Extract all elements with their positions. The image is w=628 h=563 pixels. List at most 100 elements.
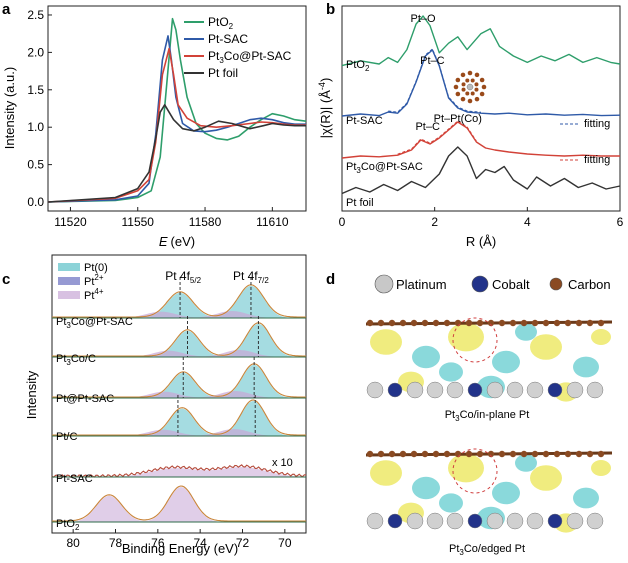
panel-b-letter: b xyxy=(326,1,335,18)
c-spectrum-fill xyxy=(52,285,306,318)
c-pt4-component xyxy=(52,350,306,357)
d-platinum-atom xyxy=(506,381,524,399)
d-platinum-atom xyxy=(586,381,604,399)
a-xtick-label: 11580 xyxy=(189,215,222,229)
d-carbon-atom xyxy=(443,450,451,458)
c-pt4-component xyxy=(52,311,306,318)
mol-carbon-atom xyxy=(461,82,466,87)
c-peak-label: Pt 4f7/2 xyxy=(233,269,269,285)
d-platinum-atom xyxy=(406,381,424,399)
d-charge-density-blob xyxy=(515,454,537,472)
mol-carbon-atom xyxy=(479,91,485,97)
panel-b-frame xyxy=(341,5,621,212)
caption-edged: Pt3Co/edged Pt xyxy=(449,543,525,557)
caption-in-plane: Pt3Co/in-plane Pt xyxy=(445,409,530,423)
d-carbon-atom xyxy=(597,319,605,327)
panel-c-ylabel: Intensity xyxy=(24,370,39,419)
c-xtick-label: 70 xyxy=(278,536,292,550)
c-legend-label: Pt2+ xyxy=(84,273,104,288)
a-xtick-label: 11550 xyxy=(121,215,154,229)
d-carbon-atom xyxy=(542,319,550,327)
b-xtick-label: 4 xyxy=(524,215,531,229)
d-carbon-atom xyxy=(454,319,462,327)
a-legend-label: Pt3Co@Pt-SAC xyxy=(208,49,292,65)
panel-c-frame xyxy=(51,254,307,534)
d-carbon-atom xyxy=(388,450,396,458)
b-peak-annotation: Pt–C xyxy=(415,121,440,133)
panel-a-letter: a xyxy=(2,1,11,18)
mol-carbon-atom xyxy=(455,77,461,83)
a-ytick-label: 2.5 xyxy=(27,8,44,22)
c-peak-label: Pt 4f5/2 xyxy=(165,269,201,285)
mol-carbon-atom xyxy=(467,98,473,104)
structure-edged-image xyxy=(365,448,613,533)
d-platinum-atom xyxy=(526,512,544,530)
d-charge-density-blob xyxy=(448,322,484,352)
a-ytick-label: 1.5 xyxy=(27,83,44,97)
d-platinum-atom xyxy=(586,512,604,530)
b-fit-legend-label: fitting xyxy=(584,154,610,166)
a-ytick-label: 0.5 xyxy=(27,158,44,172)
d-carbon-atom xyxy=(366,319,374,327)
c-pt4-component xyxy=(52,391,306,398)
c-spectrum-label: PtO2 xyxy=(56,518,80,532)
d-carbon-atom xyxy=(465,319,473,327)
c-spectrum-label: Pt@Pt-SAC xyxy=(56,393,114,405)
c-spectrum-fill xyxy=(52,467,306,477)
c-spectrum-label: Pt-SAC xyxy=(56,473,93,485)
d-charge-density-blob xyxy=(370,329,402,355)
d-charge-density-blob xyxy=(515,323,537,341)
c-legend-label: Pt(0) xyxy=(84,262,108,274)
a-series-line xyxy=(47,17,307,203)
d-legend-label: Carbon xyxy=(568,277,611,292)
mol-carbon-atom xyxy=(467,70,473,76)
c-xtick-label: 80 xyxy=(66,536,80,550)
mol-carbon-atom xyxy=(474,96,480,102)
d-charge-density-blob xyxy=(439,362,463,382)
panel-c-letter: c xyxy=(2,271,10,288)
a-xtick-label: 11520 xyxy=(54,215,87,229)
c-xtick-label: 74 xyxy=(193,536,207,550)
d-platinum-atom xyxy=(526,381,544,399)
d-legend-label: Cobalt xyxy=(492,277,530,292)
c-envelope-line xyxy=(52,322,306,357)
c-legend-swatch xyxy=(58,277,80,285)
b-peak-annotation: Pt–O xyxy=(411,13,437,25)
d-platinum-atom xyxy=(446,381,464,399)
d-cobalt-atom xyxy=(387,382,403,398)
panel-d-structures: d Platinum Cobalt Carbon Pt3Co/in-plane Pt… xyxy=(326,271,613,557)
d-legend-atom-icon xyxy=(471,275,489,293)
d-platinum-atom xyxy=(486,512,504,530)
d-platinum-atom xyxy=(486,381,504,399)
d-carbon-atom xyxy=(575,450,583,458)
c-xtick-label: 76 xyxy=(151,536,165,550)
d-cobalt-atom xyxy=(467,513,483,529)
a-legend-label: Pt foil xyxy=(208,66,238,80)
b-fit-line xyxy=(397,120,477,155)
panel-b-xlabel: R (Å) xyxy=(466,234,496,249)
d-charge-density-blob xyxy=(412,345,440,369)
d-carbon-atom xyxy=(399,450,407,458)
d-carbon-atom xyxy=(476,450,484,458)
mol-carbon-atom xyxy=(461,87,466,92)
b-xtick-label: 6 xyxy=(617,215,624,229)
a-ytick-label: 2.0 xyxy=(27,45,44,59)
d-platinum-atom xyxy=(426,381,444,399)
d-platinum-atom xyxy=(366,381,384,399)
b-trace-label: Pt foil xyxy=(346,197,374,209)
panel-d-letter: d xyxy=(326,271,335,288)
d-carbon-atom xyxy=(498,319,506,327)
d-carbon-atom xyxy=(586,319,594,327)
a-ytick-label: 1.0 xyxy=(27,120,44,134)
d-charge-density-blob xyxy=(573,487,599,509)
b-trace-label: Pt3Co@Pt-SAC xyxy=(346,161,423,175)
b-series-line xyxy=(341,49,621,117)
c-legend-label: Pt4+ xyxy=(84,287,104,302)
mol-carbon-atom xyxy=(465,91,470,96)
d-platinum-atom xyxy=(566,381,584,399)
a-series-line xyxy=(47,104,306,203)
c-spectrum-fill xyxy=(52,487,306,522)
d-carbon-atom xyxy=(410,319,418,327)
d-charge-density-blob xyxy=(530,334,562,360)
d-platinum-atom xyxy=(506,512,524,530)
